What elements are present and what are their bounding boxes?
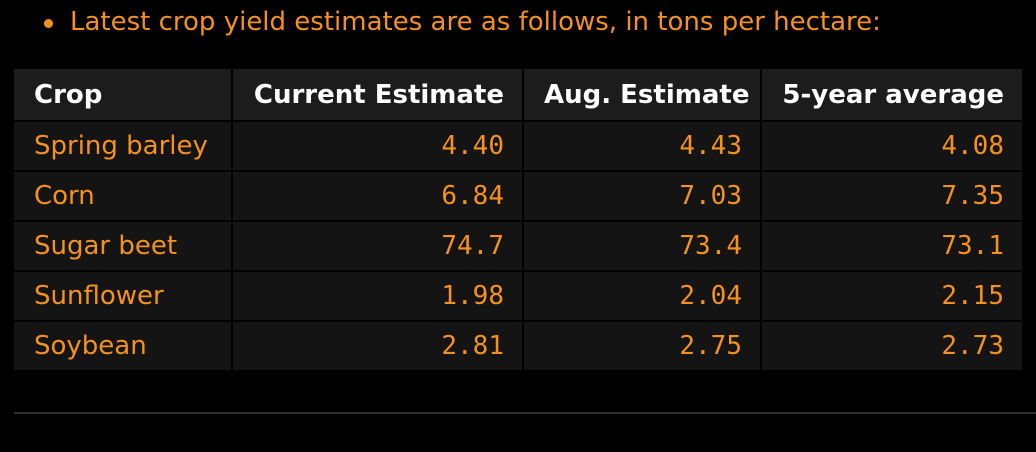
header-crop: Crop	[14, 69, 233, 122]
cell-crop: Soybean	[14, 322, 233, 372]
table-row: Corn 6.84 7.03 7.35	[14, 172, 1022, 222]
bullet-icon	[44, 18, 53, 28]
cell-5-year-average: 2.73	[762, 322, 1022, 372]
cell-aug-estimate: 7.03	[524, 172, 762, 222]
cell-crop: Sunflower	[14, 272, 233, 322]
cell-current-estimate: 2.81	[233, 322, 524, 372]
cell-aug-estimate: 4.43	[524, 122, 762, 172]
cell-5-year-average: 4.08	[762, 122, 1022, 172]
header-aug-estimate: Aug. Estimate	[524, 69, 762, 122]
cell-aug-estimate: 2.04	[524, 272, 762, 322]
header-current-estimate: Current Estimate	[233, 69, 524, 122]
cell-crop: Spring barley	[14, 122, 233, 172]
table-row: Spring barley 4.40 4.43 4.08	[14, 122, 1022, 172]
cell-5-year-average: 2.15	[762, 272, 1022, 322]
table-row: Sugar beet 74.7 73.4 73.1	[14, 222, 1022, 272]
cell-crop: Sugar beet	[14, 222, 233, 272]
bullet-item: Latest crop yield estimates are as follo…	[44, 2, 881, 42]
table-row: Soybean 2.81 2.75 2.73	[14, 322, 1022, 372]
cell-5-year-average: 73.1	[762, 222, 1022, 272]
cell-current-estimate: 74.7	[233, 222, 524, 272]
cell-current-estimate: 4.40	[233, 122, 524, 172]
table-row: Sunflower 1.98 2.04 2.15	[14, 272, 1022, 322]
cell-crop: Corn	[14, 172, 233, 222]
cell-aug-estimate: 73.4	[524, 222, 762, 272]
cell-current-estimate: 1.98	[233, 272, 524, 322]
cell-current-estimate: 6.84	[233, 172, 524, 222]
header-5-year-average: 5-year average	[762, 69, 1022, 122]
intro-text: Latest crop yield estimates are as follo…	[70, 7, 881, 37]
crop-yield-table: Crop Current Estimate Aug. Estimate 5-ye…	[14, 69, 1022, 372]
divider	[14, 412, 1036, 414]
cell-aug-estimate: 2.75	[524, 322, 762, 372]
table-header-row: Crop Current Estimate Aug. Estimate 5-ye…	[14, 69, 1022, 122]
cell-5-year-average: 7.35	[762, 172, 1022, 222]
